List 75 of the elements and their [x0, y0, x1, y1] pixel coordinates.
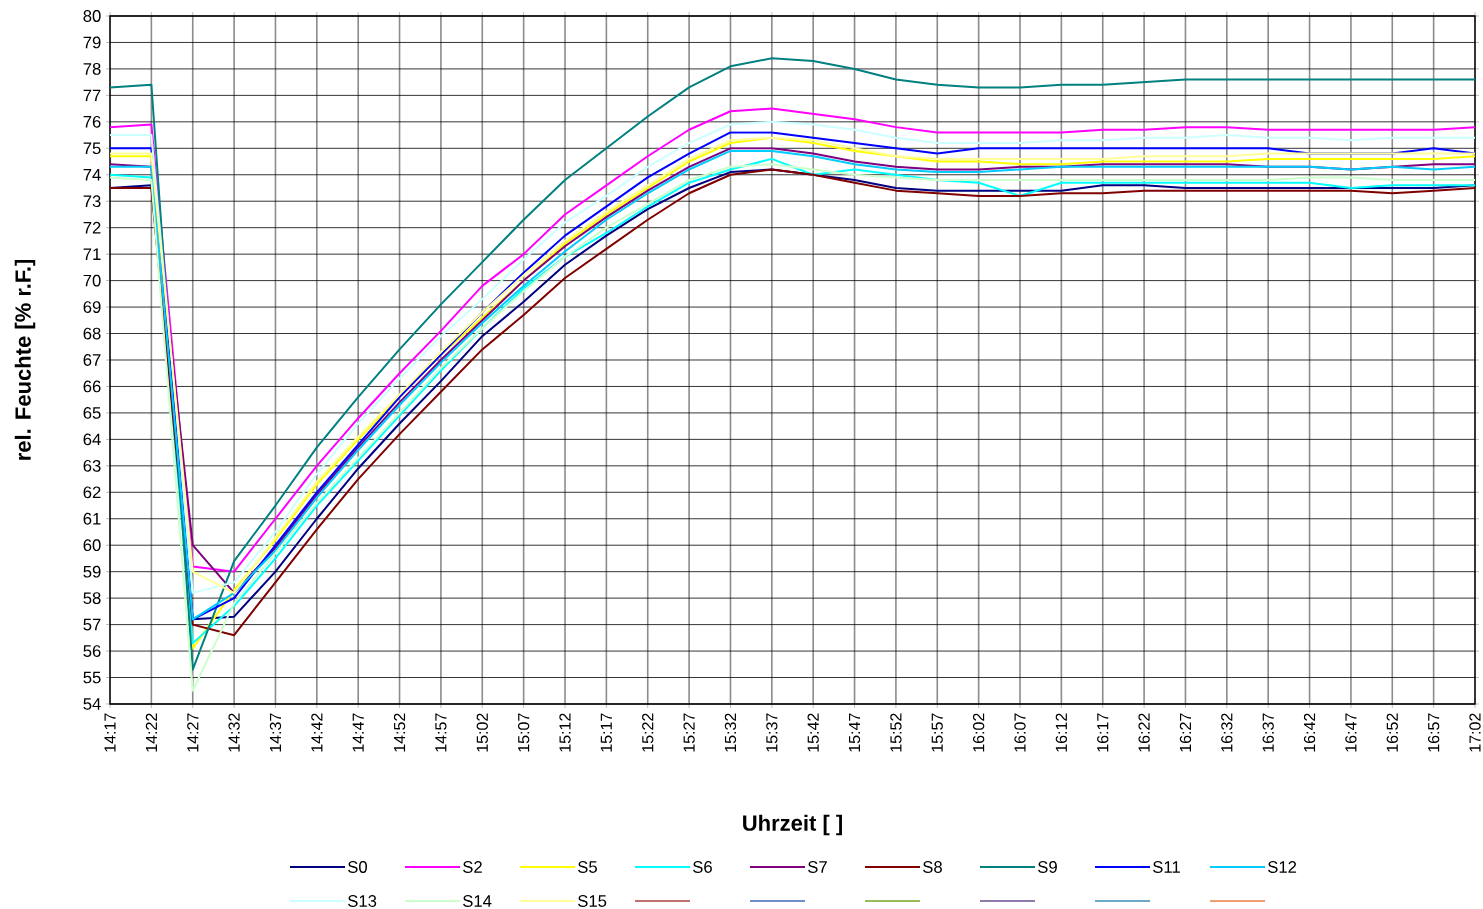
x-tick-label: 15:42: [807, 713, 819, 752]
x-tick-label: 15:57: [931, 713, 943, 752]
y-tick-label: 62: [83, 486, 101, 499]
x-tick-label: 14:52: [393, 713, 406, 752]
legend-label: S0: [348, 861, 368, 873]
y-tick-label: 65: [83, 407, 101, 419]
x-tick-label: 14:22: [145, 713, 157, 752]
legend-label: S11: [1153, 861, 1180, 873]
x-tick-label: 16:12: [1055, 713, 1068, 752]
x-axis-title: Uhrzeit [ ]: [743, 814, 842, 836]
y-tick-label: 66: [83, 380, 101, 393]
y-tick-label: 60: [83, 539, 101, 552]
legend-label: S5: [578, 861, 597, 873]
x-tick-label: 16:57: [1427, 713, 1440, 752]
x-tick-label: 17:02: [1469, 713, 1481, 752]
x-tick-label: 14:27: [187, 713, 199, 752]
y-tick-label: 70: [83, 274, 101, 287]
x-tick-label: 15:07: [517, 713, 530, 752]
legend-label: S6: [693, 861, 712, 873]
y-tick-label: 72: [83, 221, 101, 234]
y-tick-label: 78: [83, 63, 101, 75]
y-tick-label: 67: [83, 354, 101, 366]
y-tick-label: 56: [83, 645, 101, 657]
x-tick-label: 15:27: [683, 713, 695, 752]
x-tick-label: 16:27: [1179, 713, 1192, 752]
legend-label: S14: [463, 895, 492, 907]
x-tick-label: 16:32: [1221, 713, 1233, 752]
x-tick-label: 15:37: [766, 713, 778, 752]
legend-label: S8: [923, 861, 942, 873]
y-tick-label: 68: [83, 327, 101, 340]
y-tick-label: 61: [83, 512, 101, 525]
y-tick-label: 54: [83, 698, 101, 710]
y-tick-label: 63: [83, 459, 101, 472]
x-tick-label: 15:52: [890, 713, 902, 752]
y-tick-label: 57: [83, 618, 101, 631]
x-tick-label: 14:42: [311, 713, 323, 752]
x-tick-label: 16:22: [1138, 713, 1150, 752]
y-tick-label: 77: [83, 89, 101, 102]
y-tick-label: 55: [83, 671, 101, 684]
y-tick-label: 69: [83, 301, 101, 313]
x-tick-label: 14:32: [228, 713, 240, 752]
x-tick-label: 15:12: [559, 713, 571, 752]
y-tick-label: 80: [83, 10, 101, 22]
legend-label: S12: [1268, 861, 1297, 873]
x-tick-label: 16:02: [972, 713, 985, 752]
y-tick-label: 79: [83, 36, 101, 49]
legend-label: S7: [808, 861, 827, 873]
x-tick-label: 15:17: [600, 713, 612, 752]
x-tick-label: 15:02: [476, 713, 488, 752]
x-tick-label: 15:22: [642, 713, 654, 752]
x-tick-label: 15:47: [848, 713, 861, 752]
x-tick-label: 14:17: [104, 713, 116, 752]
legend-label: S15: [578, 895, 607, 907]
x-tick-label: 16:07: [1014, 713, 1026, 752]
x-tick-label: 16:17: [1097, 713, 1109, 752]
y-tick-label: 64: [83, 433, 101, 446]
legend-label: S2: [463, 861, 482, 873]
x-tick-label: 16:52: [1386, 713, 1398, 752]
x-tick-label: 16:37: [1262, 713, 1274, 752]
legend-label: S9: [1038, 861, 1057, 873]
y-tick-label: 75: [83, 142, 101, 155]
x-tick-label: 14:37: [269, 713, 282, 752]
y-tick-label: 59: [83, 565, 101, 578]
legend-label: S13: [348, 895, 377, 907]
x-tick-label: 14:47: [352, 713, 364, 752]
y-tick-label: 71: [83, 248, 101, 260]
y-tick-label: 76: [83, 115, 101, 128]
x-tick-label: 14:57: [435, 713, 447, 752]
y-axis-title: rel. Feuchte [% r.F.]: [14, 259, 36, 460]
x-tick-label: 16:42: [1303, 713, 1316, 752]
y-tick-label: 58: [83, 592, 101, 605]
x-tick-label: 15:32: [724, 713, 737, 752]
y-tick-label: 74: [83, 169, 101, 181]
y-tick-label: 73: [83, 195, 101, 208]
x-tick-label: 16:47: [1345, 713, 1357, 752]
